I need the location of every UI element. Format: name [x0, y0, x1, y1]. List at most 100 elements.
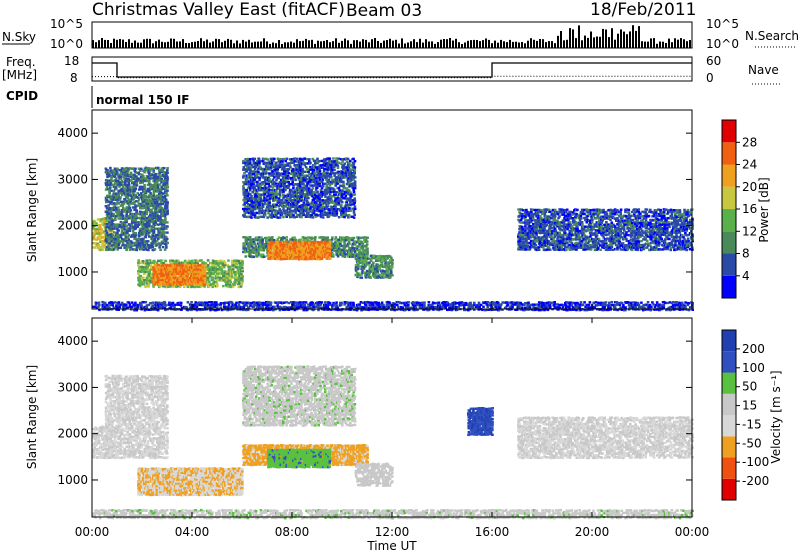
- heatmap-cell: [102, 235, 105, 239]
- heatmap-cell: [317, 182, 320, 185]
- heatmap-cell: [262, 249, 266, 252]
- heatmap-cell: [196, 265, 200, 269]
- heatmap-cell: [263, 188, 267, 191]
- heatmap-cell: [324, 253, 327, 257]
- heatmap-cell: [222, 276, 226, 280]
- heatmap-cell: [122, 202, 126, 205]
- nsky-bars: [92, 25, 691, 48]
- heatmap-cell: [254, 216, 258, 219]
- heatmap-cell: [197, 259, 201, 262]
- heatmap-cell: [311, 247, 315, 251]
- heatmap-cell: [152, 285, 155, 288]
- heatmap-cell: [222, 272, 225, 275]
- heatmap-cell: [195, 285, 198, 288]
- heatmap-cell: [161, 214, 164, 218]
- heatmap-cell: [138, 193, 141, 197]
- heatmap-cell: [357, 238, 360, 241]
- heatmap-cell: [113, 223, 117, 226]
- heatmap-cell: [282, 176, 285, 179]
- heatmap-cell: [104, 205, 108, 208]
- heatmap-cell: [358, 249, 361, 252]
- heatmap-cell: [189, 274, 193, 278]
- heatmap-cell: [115, 203, 118, 206]
- heatmap-cell: [117, 229, 121, 232]
- heatmap-cell: [303, 180, 307, 183]
- heatmap-cell: [302, 183, 305, 186]
- heatmap-cell: [262, 203, 266, 206]
- heatmap-cell: [165, 285, 169, 288]
- heatmap-cell: [255, 199, 259, 202]
- heatmap-cell: [150, 187, 153, 191]
- heatmap-cell: [166, 177, 169, 180]
- heatmap-cell: [188, 276, 192, 280]
- heatmap-cell: [119, 235, 123, 239]
- heatmap-cell: [326, 251, 329, 254]
- heatmap-cell: [237, 279, 241, 282]
- nsky-bar: [635, 30, 637, 48]
- heatmap-cell: [178, 270, 182, 273]
- heatmap-cell: [143, 171, 146, 174]
- heatmap-cell: [142, 196, 145, 199]
- heatmap-cell: [143, 243, 147, 247]
- heatmap-cell: [104, 239, 108, 242]
- heatmap-cell: [305, 208, 309, 211]
- heatmap-cell: [277, 172, 281, 175]
- heatmap-cell: [311, 205, 315, 209]
- nsearch-tick-bottom: 10^0: [706, 37, 739, 51]
- heatmap-cell: [210, 267, 213, 271]
- heatmap-cell: [108, 191, 111, 195]
- heatmap-cell: [352, 236, 356, 240]
- heatmap-cell: [250, 213, 253, 216]
- heatmap-cell: [133, 196, 136, 199]
- heatmap-cell: [295, 206, 299, 209]
- heatmap-cell: [176, 264, 179, 267]
- heatmap-cell: [315, 201, 318, 204]
- nsky-bar: [227, 38, 229, 48]
- heatmap-cell: [366, 247, 369, 250]
- heatmap-cell: [93, 246, 97, 249]
- heatmap-cell: [129, 209, 133, 212]
- heatmap-cell: [142, 220, 145, 224]
- heatmap-cell: [185, 276, 188, 280]
- heatmap-cell: [258, 248, 262, 252]
- heatmap-cell: [199, 273, 202, 276]
- heatmap-cell: [309, 215, 313, 219]
- heatmap-cell: [116, 241, 119, 245]
- heatmap-cell: [272, 168, 276, 172]
- heatmap-cell: [146, 265, 149, 269]
- heatmap-cell: [135, 171, 139, 175]
- heatmap-cell: [154, 233, 158, 237]
- heatmap-cell: [117, 175, 120, 178]
- heatmap-cell: [203, 279, 207, 282]
- heatmap-cell: [290, 171, 294, 175]
- heatmap-cell: [141, 266, 145, 269]
- heatmap-cell: [183, 259, 187, 263]
- heatmap-cell: [275, 182, 278, 185]
- heatmap-cell: [99, 240, 102, 243]
- heatmap-cell: [308, 257, 311, 260]
- heatmap-cell: [163, 214, 167, 217]
- heatmap-cell: [292, 209, 296, 212]
- heatmap-cell: [153, 242, 157, 245]
- heatmap-cell: [361, 246, 364, 249]
- heatmap-cell: [328, 257, 332, 260]
- heatmap-cell: [136, 212, 140, 216]
- heatmap-cell: [146, 240, 150, 243]
- heatmap-cell: [313, 238, 317, 241]
- heatmap-cell: [263, 161, 267, 165]
- heatmap-cell: [242, 174, 245, 177]
- heatmap-cell: [271, 203, 275, 206]
- heatmap-cell: [113, 227, 117, 230]
- heatmap-cell: [245, 189, 249, 192]
- heatmap-cell: [148, 202, 152, 205]
- heatmap-cell: [276, 174, 279, 177]
- nsky-bar: [170, 38, 172, 48]
- heatmap-cell: [154, 222, 158, 226]
- heatmap-cell: [174, 272, 178, 276]
- heatmap-cell: [118, 183, 122, 186]
- heatmap-cell: [324, 243, 327, 246]
- heatmap-cell: [133, 237, 136, 241]
- nsky-bar: [299, 41, 301, 48]
- heatmap-cell: [339, 248, 343, 252]
- nsky-tick-bottom: 10^0: [50, 37, 83, 51]
